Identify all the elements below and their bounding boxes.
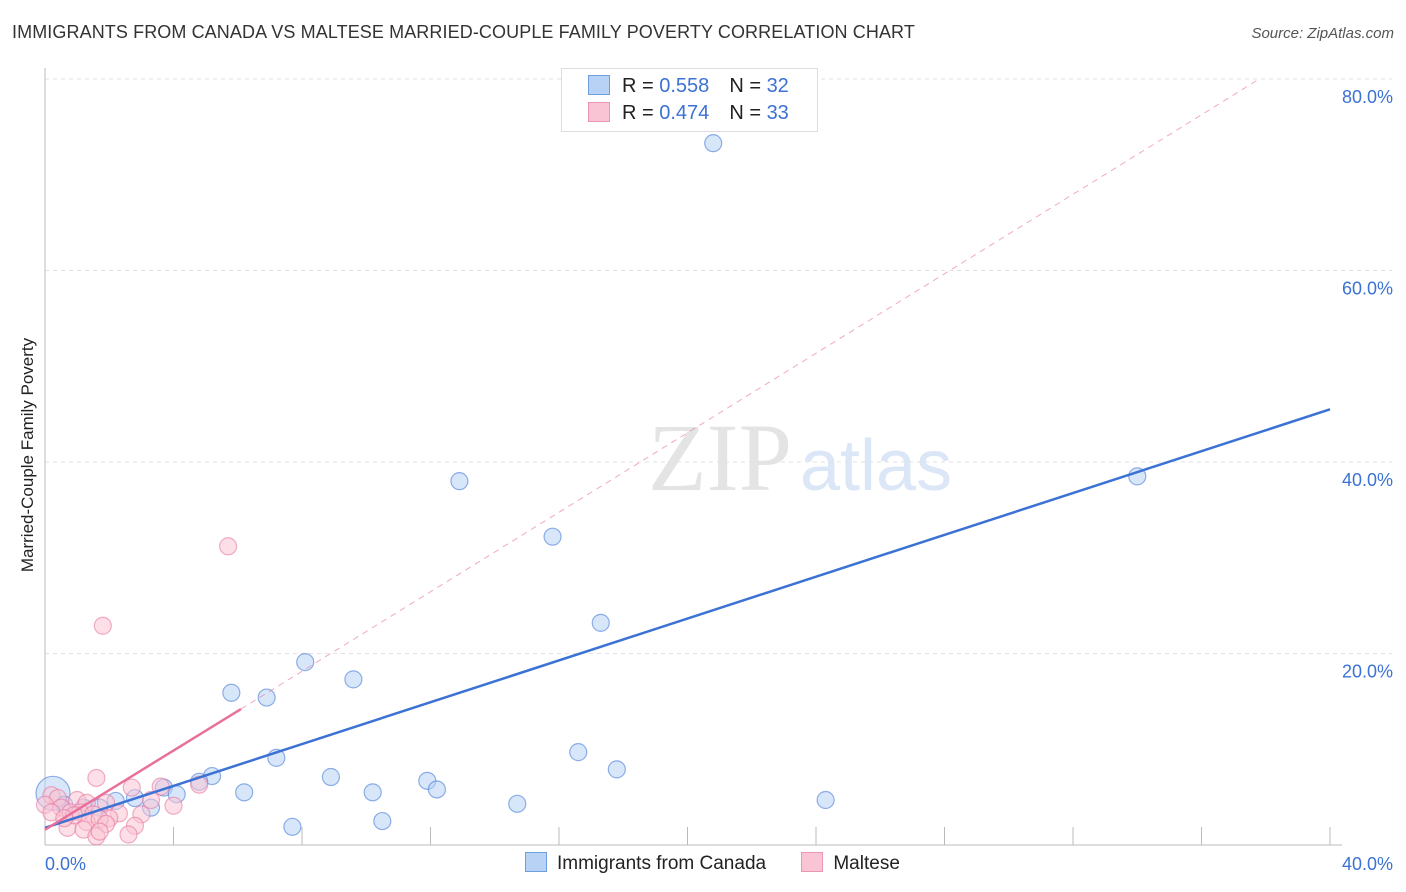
canada-trend-line [44,408,1331,829]
canada-point [816,790,835,810]
x-tick-label-max: 40.0% [1342,854,1393,874]
maltese-trend-line [44,707,242,831]
canada-point [569,743,588,762]
canada-point [1128,467,1147,486]
watermark: ZIP [648,404,792,511]
canada-swatch [588,75,610,95]
canada-point [373,811,392,831]
r-label: R = [622,75,660,97]
canada-legend-swatch [525,852,547,872]
maltese-legend-swatch [801,852,824,872]
canada-point [543,527,562,546]
maltese-point [122,778,141,797]
x-tick-label-min: 0.0% [45,854,86,874]
maltese-point [87,768,106,788]
r-value: 0.474 [659,102,710,124]
maltese-point [219,537,238,556]
n-label: N = [729,102,767,124]
y-tick-label: 20.0% [1342,662,1393,682]
canada-point [591,613,610,632]
canada-point [704,134,723,153]
r-label: R = [622,102,660,124]
y-tick-label: 60.0% [1342,279,1393,299]
maltese-point [90,822,109,841]
canada-point [235,783,254,802]
maltese-point [93,616,112,635]
r-value: 0.558 [659,75,710,97]
canada-point [321,767,341,787]
n-label: N = [729,75,767,97]
canada-point [296,653,315,672]
legend-row-canada: R = 0.558 N = 32 [588,75,789,98]
canada-point [508,794,527,813]
y-tick-label: 40.0% [1342,470,1393,490]
watermark-atlas: atlas [800,426,952,506]
maltese-trend-extension [240,78,1260,710]
canada-point [607,760,626,779]
series-legend: Immigrants from Canada Maltese [525,852,900,875]
legend-row-maltese: R = 0.474 N = 33 [588,102,789,125]
canada-point [344,670,363,689]
n-value: 32 [766,75,789,97]
legend-canada-label: Immigrants from Canada [557,853,767,874]
source-label: Source: ZipAtlas.com [1251,25,1394,42]
canada-point [427,780,447,799]
maltese-point [119,825,138,844]
maltese-swatch [588,102,610,122]
stats-legend: R = 0.558 N = 32 R = 0.474 N = 33 [561,68,818,132]
canada-point [363,783,382,802]
n-value: 33 [766,102,789,124]
canada-point [222,683,241,702]
y-tick-label: 80.0% [1342,87,1393,107]
chart-title: IMMIGRANTS FROM CANADA VS MALTESE MARRIE… [12,22,915,42]
canada-point [257,688,276,707]
maltese-point [190,775,209,794]
maltese-point [164,796,183,815]
canada-point [283,817,302,836]
legend-maltese-label: Maltese [833,853,900,874]
canada-point [450,472,469,491]
